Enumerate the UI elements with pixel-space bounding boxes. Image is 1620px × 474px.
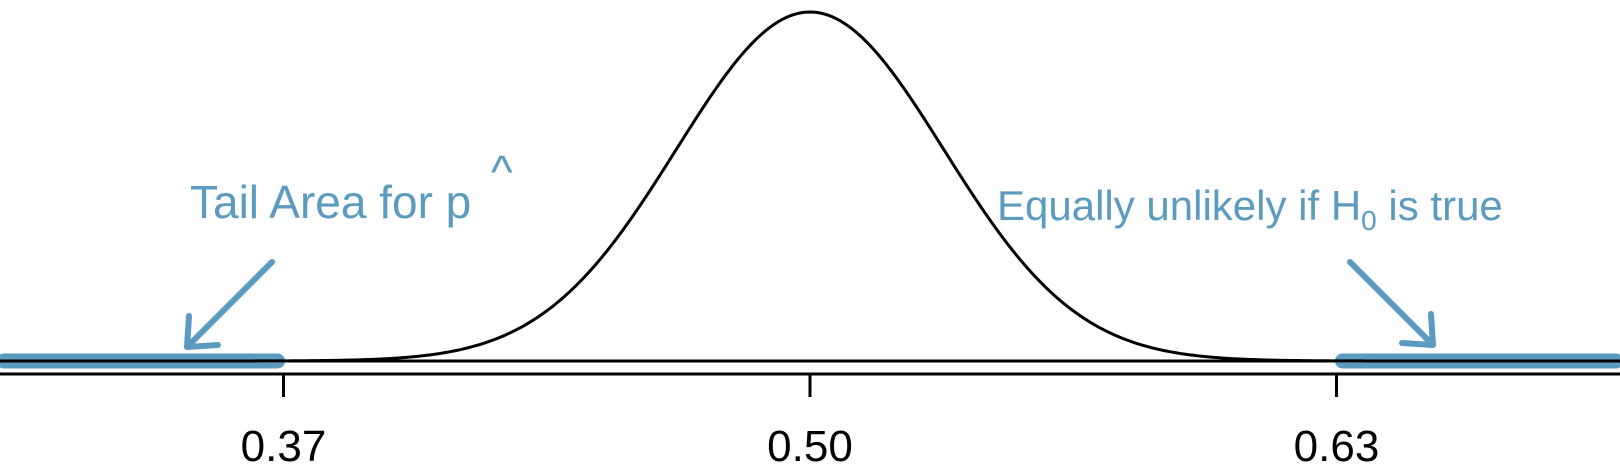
p-hat-symbol: ^: [491, 146, 513, 198]
x-tick-label: 0.37: [241, 422, 327, 471]
x-tick-label: 0.50: [767, 422, 853, 471]
x-axis-ticks: 0.37 0.50 0.63: [241, 374, 1380, 471]
right-annotation: Equally unlikely if H0 is true: [997, 182, 1503, 236]
right-arrow: [1347, 259, 1436, 348]
density-curve: [0, 10, 1620, 363]
right-annotation-subscript: 0: [1361, 205, 1377, 236]
left-annotation-text: Tail Area for p: [190, 176, 471, 228]
right-annotation-suffix: is true: [1377, 182, 1503, 229]
left-annotation: Tail Area for p: [190, 176, 471, 228]
x-tick-label: 0.63: [1294, 422, 1380, 471]
left-arrow: [184, 259, 275, 350]
right-annotation-prefix: Equally unlikely if H: [997, 182, 1361, 229]
